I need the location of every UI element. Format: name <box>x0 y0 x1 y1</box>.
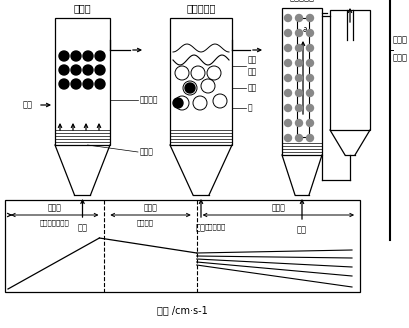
Circle shape <box>295 45 302 51</box>
Text: 极限速度: 极限速度 <box>137 220 154 226</box>
Text: 分散板: 分散板 <box>139 148 153 156</box>
Circle shape <box>284 90 291 96</box>
Circle shape <box>284 134 291 141</box>
Circle shape <box>306 59 313 67</box>
Circle shape <box>306 14 313 22</box>
Text: 固定层: 固定层 <box>74 3 91 13</box>
Circle shape <box>284 14 291 22</box>
Bar <box>329 10 369 130</box>
Text: 空气: 空气 <box>296 226 306 235</box>
Text: 破裂: 破裂 <box>247 68 256 76</box>
Bar <box>5 200 359 292</box>
Circle shape <box>306 45 313 51</box>
Circle shape <box>83 79 93 89</box>
Text: 沸腾流动层: 沸腾流动层 <box>186 3 215 13</box>
Circle shape <box>173 98 182 108</box>
Circle shape <box>295 90 302 96</box>
Bar <box>296 18 308 137</box>
Circle shape <box>295 74 302 81</box>
Circle shape <box>284 119 291 127</box>
Bar <box>55 18 110 145</box>
Text: 固定层: 固定层 <box>47 203 61 213</box>
Text: 垃圾: 垃圾 <box>23 100 33 110</box>
Circle shape <box>295 14 302 22</box>
Text: 砂: 砂 <box>247 104 252 113</box>
Circle shape <box>95 51 105 61</box>
Circle shape <box>184 83 195 93</box>
Circle shape <box>295 59 302 67</box>
Circle shape <box>306 119 313 127</box>
Text: 离心器: 离心器 <box>392 35 407 45</box>
Text: 循环砂: 循环砂 <box>392 53 407 63</box>
Circle shape <box>71 65 81 75</box>
Circle shape <box>306 105 313 112</box>
Circle shape <box>71 51 81 61</box>
Text: 风速 /cm·s-1: 风速 /cm·s-1 <box>157 305 207 315</box>
Text: 重质垃圾: 重质垃圾 <box>139 95 158 105</box>
Circle shape <box>83 51 93 61</box>
Text: 空气: 空气 <box>196 223 205 233</box>
Circle shape <box>71 79 81 89</box>
Text: 粒子循环流: 粒子循环流 <box>204 224 225 230</box>
Circle shape <box>59 65 69 75</box>
Circle shape <box>83 65 93 75</box>
Circle shape <box>295 134 302 141</box>
Circle shape <box>306 90 313 96</box>
Circle shape <box>295 119 302 127</box>
Circle shape <box>295 105 302 112</box>
Circle shape <box>59 79 69 89</box>
Text: 气泡: 气泡 <box>247 55 256 65</box>
Circle shape <box>59 51 69 61</box>
Circle shape <box>284 45 291 51</box>
Text: 流动层: 流动层 <box>143 203 157 213</box>
Text: ∂: ∂ <box>302 26 306 34</box>
Circle shape <box>284 59 291 67</box>
Circle shape <box>306 134 313 141</box>
Text: 输送层: 输送层 <box>271 203 285 213</box>
Bar <box>281 8 321 155</box>
Circle shape <box>95 65 105 75</box>
Text: 气泡: 气泡 <box>247 84 256 92</box>
Text: 流动化开始速度: 流动化开始速度 <box>40 220 70 226</box>
Text: 循环流动层: 循环流动层 <box>289 0 314 3</box>
Text: 空气: 空气 <box>77 223 87 233</box>
Circle shape <box>284 30 291 36</box>
Circle shape <box>284 105 291 112</box>
Bar <box>170 18 231 145</box>
Circle shape <box>306 74 313 81</box>
Circle shape <box>284 74 291 81</box>
Circle shape <box>95 79 105 89</box>
Circle shape <box>295 30 302 36</box>
Circle shape <box>306 30 313 36</box>
